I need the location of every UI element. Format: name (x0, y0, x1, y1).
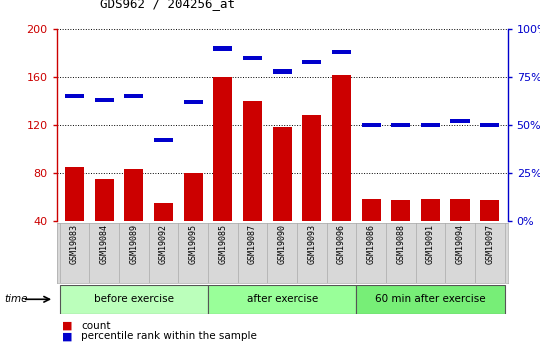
Bar (332, 75, 351, 221)
Text: GSM19095: GSM19095 (188, 224, 198, 264)
Text: ■: ■ (62, 321, 72, 331)
Text: ■: ■ (62, 332, 72, 341)
Text: GSM19093: GSM19093 (307, 224, 316, 264)
Bar (213, 77, 232, 221)
Bar (480, 200, 500, 221)
Bar (59, 285, 208, 314)
Bar (302, 116, 321, 221)
Bar (94, 179, 114, 221)
Text: after exercise: after exercise (247, 294, 318, 304)
Bar (154, 203, 173, 221)
Bar (124, 169, 144, 221)
Text: GSM19091: GSM19091 (426, 224, 435, 264)
Text: before exercise: before exercise (94, 294, 174, 304)
Bar (213, 46, 232, 51)
Bar (480, 123, 500, 127)
Bar (450, 119, 470, 123)
Bar (65, 167, 84, 221)
Text: GSM19092: GSM19092 (159, 224, 168, 264)
Bar (421, 123, 440, 127)
Bar (273, 127, 292, 221)
Text: count: count (81, 321, 111, 331)
Bar (184, 100, 203, 104)
Bar (124, 94, 144, 98)
Bar (208, 285, 356, 314)
Text: GSM19096: GSM19096 (337, 224, 346, 264)
Bar (356, 285, 505, 314)
Bar (302, 60, 321, 64)
Bar (332, 50, 351, 55)
Bar (243, 101, 262, 221)
Bar (361, 123, 381, 127)
Text: GSM19088: GSM19088 (396, 224, 406, 264)
Bar (154, 138, 173, 142)
Bar (94, 98, 114, 102)
Bar (421, 199, 440, 221)
Text: GSM19097: GSM19097 (485, 224, 494, 264)
Text: GSM19086: GSM19086 (367, 224, 376, 264)
Bar (361, 199, 381, 221)
Bar (391, 200, 410, 221)
Text: 60 min after exercise: 60 min after exercise (375, 294, 486, 304)
Text: GSM19083: GSM19083 (70, 224, 79, 264)
Text: GSM19090: GSM19090 (278, 224, 287, 264)
Text: GSM19089: GSM19089 (129, 224, 138, 264)
Text: GSM19084: GSM19084 (100, 224, 109, 264)
Text: time: time (4, 294, 28, 304)
Bar (243, 56, 262, 60)
Bar (391, 123, 410, 127)
Text: GSM19085: GSM19085 (218, 224, 227, 264)
Bar (273, 69, 292, 73)
Bar (65, 94, 84, 98)
Text: GSM19094: GSM19094 (456, 224, 464, 264)
Bar (184, 173, 203, 221)
Text: percentile rank within the sample: percentile rank within the sample (81, 332, 257, 341)
Text: GSM19087: GSM19087 (248, 224, 257, 264)
Bar (450, 199, 470, 221)
Text: GDS962 / 204256_at: GDS962 / 204256_at (100, 0, 235, 10)
